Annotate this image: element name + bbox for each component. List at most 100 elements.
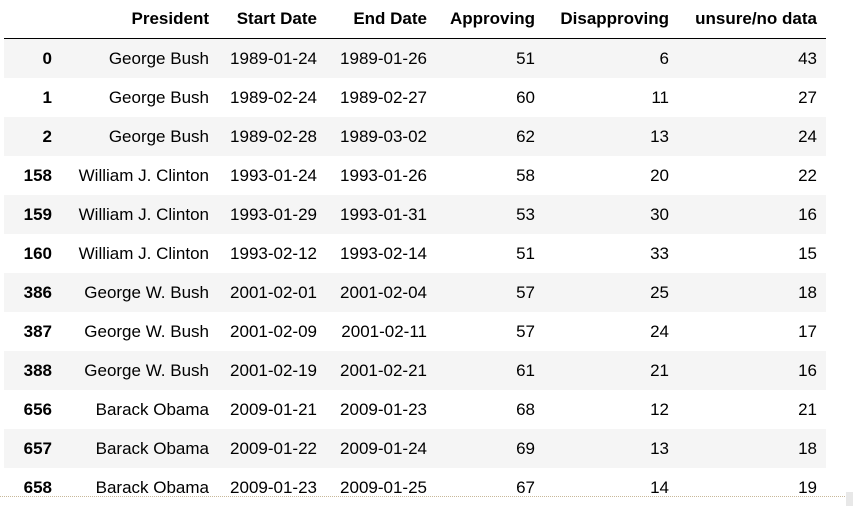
table-body: 0 George Bush 1989-01-24 1989-01-26 51 6 43 1 Ge…	[4, 38, 826, 506]
cell-president: George W. Bush	[84, 321, 209, 341]
cell-unsure: 17	[798, 321, 817, 341]
cell-president: George W. Bush	[84, 360, 209, 380]
cell-end-date: 1989-01-26	[340, 48, 427, 68]
cell-end-date: 2001-02-21	[340, 360, 427, 380]
cell-president: Barack Obama	[95, 477, 209, 497]
cell-disapproving: 13	[650, 438, 669, 458]
cell-president: George Bush	[108, 48, 209, 68]
table-row: 159 William J. Clinton 1993-01-29 1993-01-3…	[4, 195, 826, 234]
cell-unsure: 18	[798, 438, 817, 458]
cell-unsure: 24	[798, 126, 817, 146]
header-unsure: unsure/no data	[678, 0, 826, 39]
cell-unsure: 21	[798, 399, 817, 419]
cell-end-date: 1989-03-02	[340, 126, 427, 146]
cell-approving: 57	[516, 321, 535, 341]
cell-president: William J. Clinton	[78, 243, 209, 263]
header-approving: Approving	[436, 0, 544, 39]
table-row: 160 William J. Clinton 1993-02-12 1993-02-1…	[4, 234, 826, 273]
cell-start-date: 1989-02-24	[230, 87, 317, 107]
table-row: 2 George Bush 1989-02-28 1989-03-02 62 13 24	[4, 117, 826, 156]
row-index: 387	[23, 321, 52, 341]
header-start-date: Start Date	[218, 0, 326, 39]
cell-disapproving: 6	[659, 48, 669, 68]
table-row: 387 George W. Bush 2001-02-09 2001-02-11 57 2…	[4, 312, 826, 351]
cell-approving: 53	[516, 204, 535, 224]
table-row: 388 George W. Bush 2001-02-19 2001-02-21 61 2…	[4, 351, 826, 390]
header-disapproving: Disapproving	[544, 0, 678, 39]
cell-end-date: 1989-02-27	[340, 87, 427, 107]
cell-president: George Bush	[108, 126, 209, 146]
cell-unsure: 16	[798, 204, 817, 224]
cell-disapproving: 12	[650, 399, 669, 419]
cell-start-date: 1989-01-24	[230, 48, 317, 68]
table-row: 1 George Bush 1989-02-24 1989-02-27 60 11 27	[4, 78, 826, 117]
cell-end-date: 1993-02-14	[340, 243, 427, 263]
cell-end-date: 2001-02-04	[340, 282, 427, 302]
row-index: 657	[23, 438, 52, 458]
cell-start-date: 2009-01-22	[230, 438, 317, 458]
cell-disapproving: 30	[650, 204, 669, 224]
cell-end-date: 2009-01-25	[340, 477, 427, 497]
row-index: 0	[42, 48, 52, 68]
header-index	[4, 0, 62, 39]
cell-approving: 51	[516, 48, 535, 68]
row-index: 2	[42, 126, 52, 146]
cell-end-date: 1993-01-26	[340, 165, 427, 185]
cell-unsure: 22	[798, 165, 817, 185]
cell-start-date: 1993-01-24	[230, 165, 317, 185]
row-index: 386	[23, 282, 52, 302]
row-index: 160	[23, 243, 52, 263]
output-cutoff-edge	[0, 496, 853, 506]
cell-start-date: 1993-02-12	[230, 243, 317, 263]
cell-end-date: 1993-01-31	[340, 204, 427, 224]
cell-approving: 60	[516, 87, 535, 107]
row-index: 159	[23, 204, 52, 224]
header-president: President	[62, 0, 218, 39]
cell-unsure: 19	[798, 477, 817, 497]
cell-end-date: 2001-02-11	[341, 321, 427, 341]
cell-president: Barack Obama	[95, 438, 209, 458]
cell-approving: 67	[516, 477, 535, 497]
row-index: 158	[23, 165, 52, 185]
row-index: 658	[23, 477, 52, 497]
cell-end-date: 2009-01-23	[340, 399, 427, 419]
cell-president: George W. Bush	[84, 282, 209, 302]
cell-approving: 51	[516, 243, 535, 263]
approval-table: President Start Date End Date Approving …	[4, 0, 826, 506]
dataframe-output: President Start Date End Date Approving …	[4, 0, 826, 506]
cell-disapproving: 25	[650, 282, 669, 302]
cell-approving: 58	[516, 165, 535, 185]
cell-disapproving: 13	[650, 126, 669, 146]
scrollbar-corner[interactable]	[846, 492, 853, 506]
cell-start-date: 2001-02-19	[230, 360, 317, 380]
cell-disapproving: 21	[650, 360, 669, 380]
table-row: 657 Barack Obama 2009-01-22 2009-01-24 69 13 1…	[4, 429, 826, 468]
cell-start-date: 1993-01-29	[230, 204, 317, 224]
cell-disapproving: 24	[650, 321, 669, 341]
cell-disapproving: 14	[650, 477, 669, 497]
cell-unsure: 43	[798, 48, 817, 68]
cell-unsure: 15	[798, 243, 817, 263]
header-row: President Start Date End Date Approving …	[4, 0, 826, 39]
table-row: 0 George Bush 1989-01-24 1989-01-26 51 6 43	[4, 38, 826, 78]
table-row: 386 George W. Bush 2001-02-01 2001-02-04 57 2…	[4, 273, 826, 312]
cell-president: William J. Clinton	[78, 165, 209, 185]
cell-approving: 68	[516, 399, 535, 419]
cell-start-date: 2009-01-23	[230, 477, 317, 497]
cell-end-date: 2009-01-24	[340, 438, 427, 458]
table-row: 158 William J. Clinton 1993-01-24 1993-01-2…	[4, 156, 826, 195]
row-index: 656	[23, 399, 52, 419]
cell-approving: 61	[516, 360, 535, 380]
cell-approving: 57	[516, 282, 535, 302]
cell-president: George Bush	[108, 87, 209, 107]
header-end-date: End Date	[326, 0, 436, 39]
cell-start-date: 2001-02-09	[230, 321, 317, 341]
cell-unsure: 18	[798, 282, 817, 302]
table-row: 656 Barack Obama 2009-01-21 2009-01-23 68 12 2…	[4, 390, 826, 429]
cell-disapproving: 20	[650, 165, 669, 185]
cell-president: Barack Obama	[95, 399, 209, 419]
cell-start-date: 2009-01-21	[230, 399, 317, 419]
cell-approving: 62	[516, 126, 535, 146]
cell-disapproving: 33	[650, 243, 669, 263]
cell-president: William J. Clinton	[78, 204, 209, 224]
